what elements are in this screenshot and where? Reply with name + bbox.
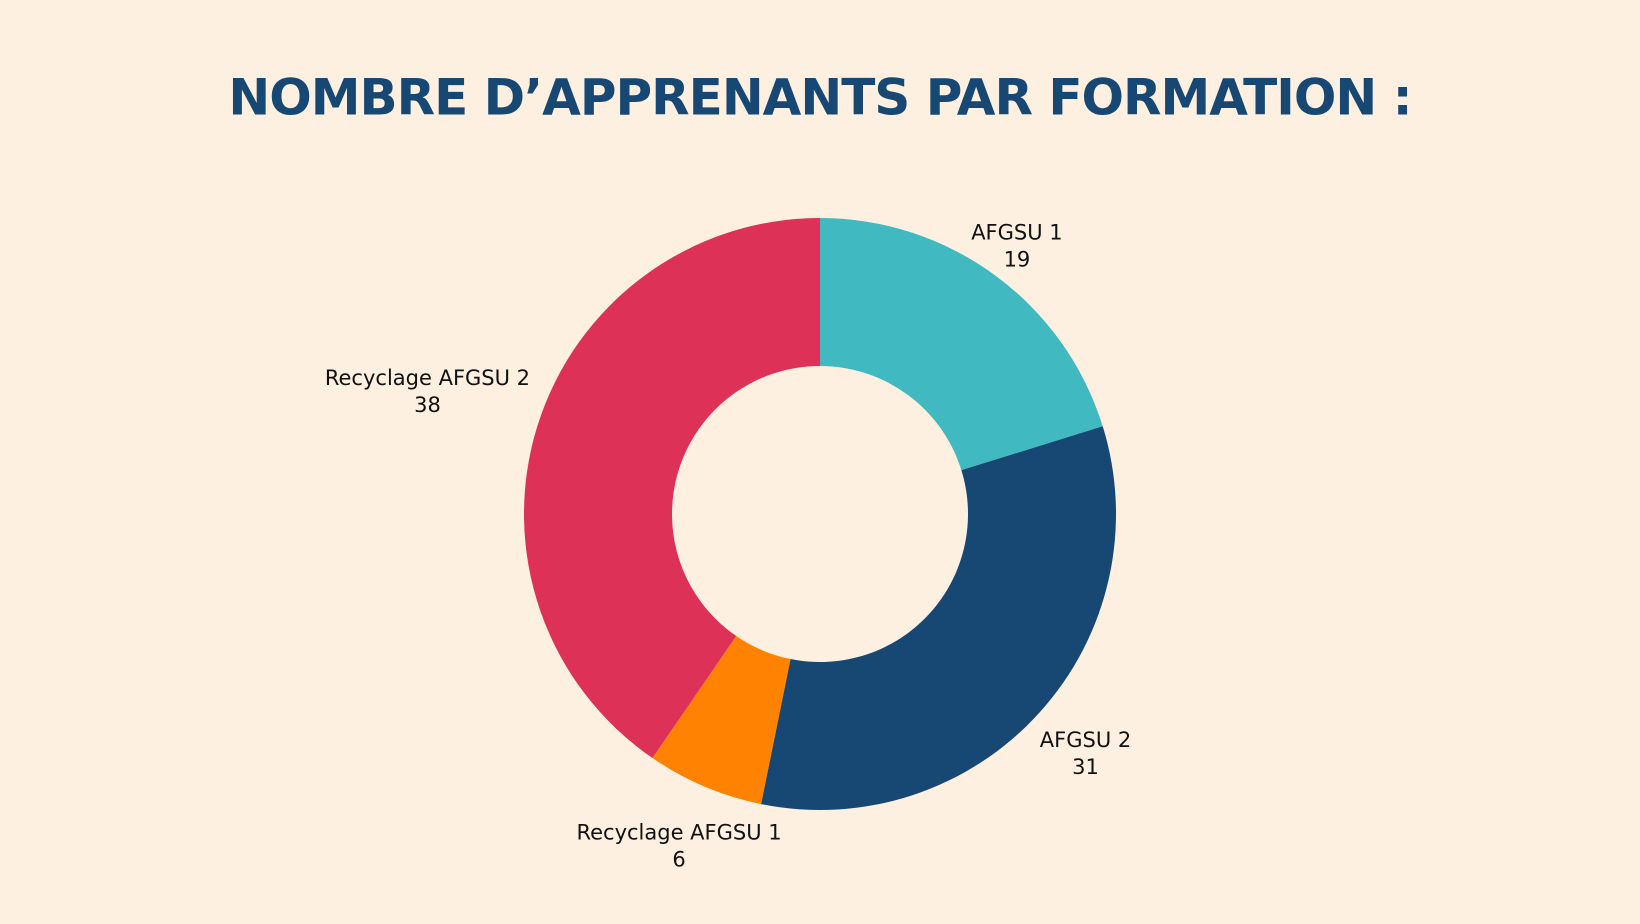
segment-label: AFGSU 2: [1040, 728, 1131, 752]
chart-title: NOMBRE D’APPRENANTS PAR FORMATION :: [228, 69, 1411, 127]
donut-segment: [652, 636, 791, 805]
segment-value: 31: [1072, 755, 1099, 779]
donut-segment: [761, 426, 1116, 810]
donut-segment: [820, 218, 1103, 471]
segment-label: Recyclage AFGSU 1: [576, 820, 781, 844]
segment-label: AFGSU 1: [971, 221, 1062, 245]
donut-segment: [524, 218, 820, 759]
segment-value: 38: [414, 393, 441, 417]
segment-value: 6: [672, 847, 685, 871]
segment-label: Recyclage AFGSU 2: [325, 366, 530, 390]
segment-value: 19: [1004, 248, 1031, 272]
